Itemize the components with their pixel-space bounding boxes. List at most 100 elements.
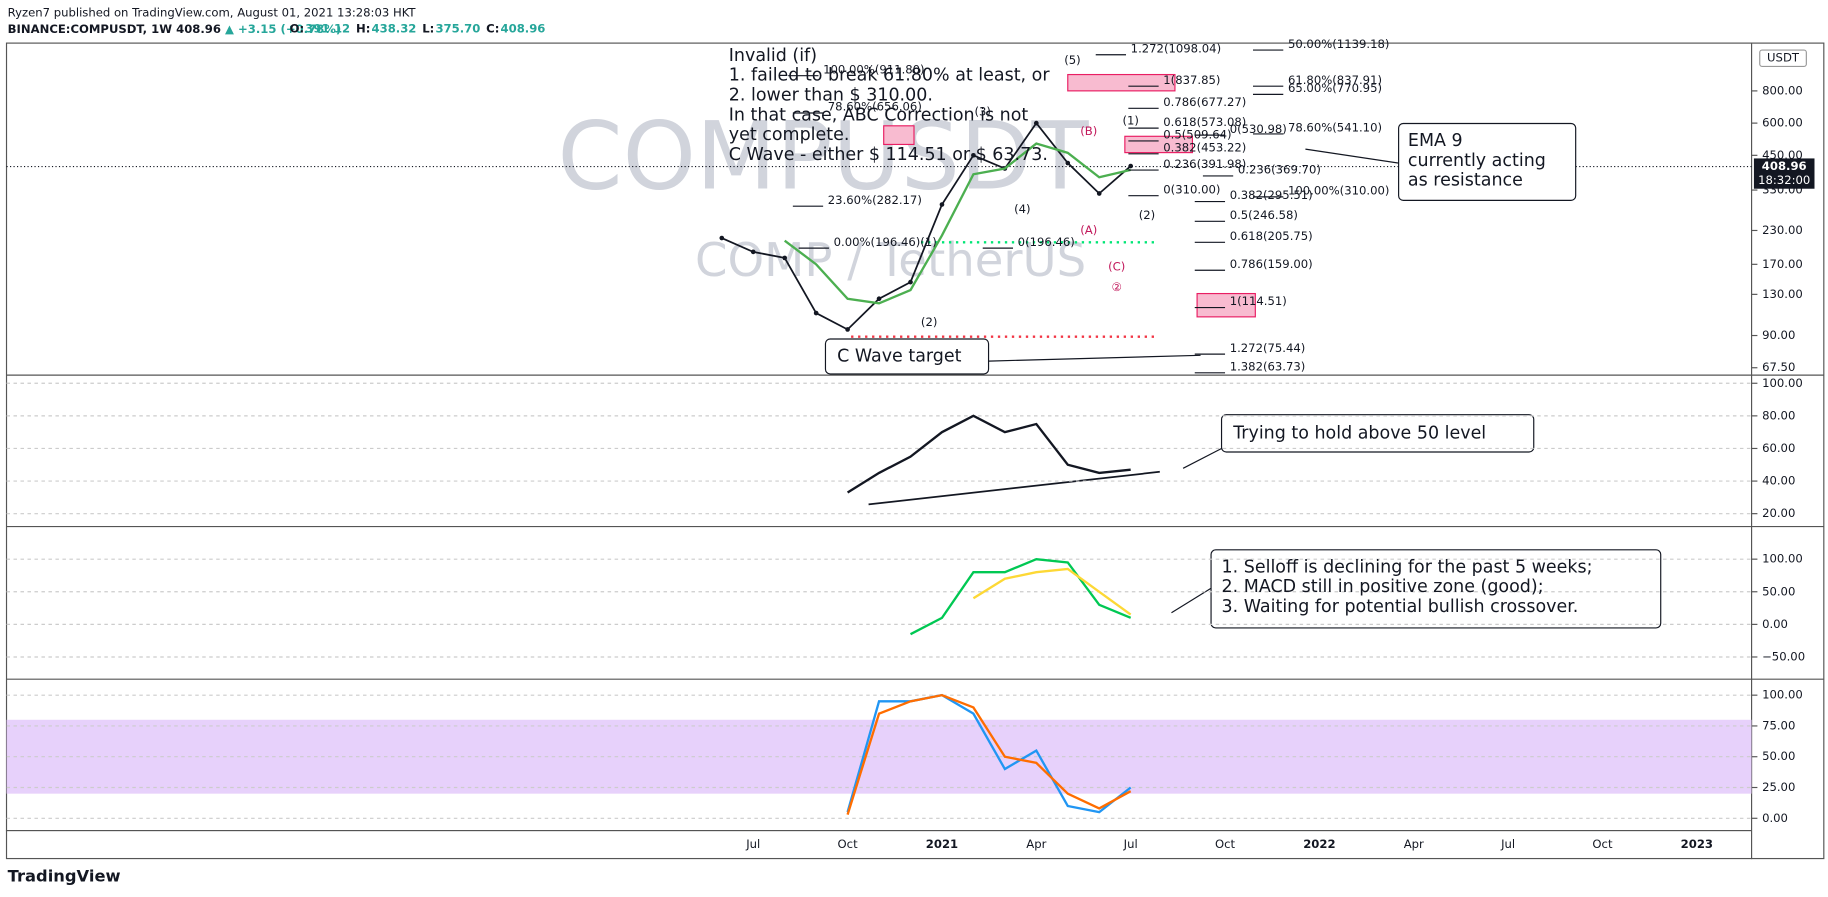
publisher: Ryzen7 published on TradingView.com, Aug… [8,5,417,19]
wave-label: (C) [1108,259,1125,273]
point [1128,163,1134,169]
fib-label: 0(310.00) [1163,182,1220,196]
ohlc-label: C: [486,22,499,36]
y-tick-label: 330.00 [1762,183,1803,197]
fib-label: 100.00%(911.80) [823,62,924,76]
fib-label: 0.618(573.08) [1163,115,1246,129]
y-tick-label: 450.00 [1762,148,1803,162]
y-tick-label: 100.00 [1762,552,1803,566]
callout [1220,414,1535,453]
note: C Wave target [837,346,962,366]
fib-label: 1.272(75.44) [1230,341,1306,355]
point [719,235,725,241]
point [1033,120,1039,126]
y-tick-label: 50.00 [1762,584,1795,598]
symbol-name: BINANCE:COMPUSDT, 1W [8,22,173,36]
x-tick-label: Oct [1592,837,1613,851]
fib-label: 0.382(295.51) [1230,188,1313,202]
wave-label: (1) [1122,114,1138,128]
note: 1. Selloff is declining for the past 5 w… [1222,557,1593,577]
y-tick-label: 75.00 [1762,718,1795,732]
note: 3. Waiting for potential bullish crossov… [1222,597,1579,617]
series-line [972,567,1132,616]
x-tick-label: Jul [1123,837,1138,851]
watermark: COMPUSDT [558,101,1090,210]
wave-label: (4) [1014,202,1030,216]
fib-label: 78.60%(656.06) [828,100,922,114]
x-tick-label: Apr [1026,837,1046,851]
ohlc-label: H: [356,22,370,36]
y-tick-label: 230.00 [1762,223,1803,237]
last: 408.96 [176,22,221,36]
fib-label: 23.60%(282.17) [828,193,922,207]
ohlc-label: O: [290,22,305,36]
zone [1067,73,1176,92]
note: Trying to hold above 50 level [1232,423,1486,443]
y-tick-label: 0.00 [1762,617,1788,631]
ohlc-value: 375.70 [435,22,480,36]
x-tick-label: 2023 [1681,837,1713,851]
x-tick-label: Jul [1500,837,1515,851]
wave-label: (3) [974,104,990,118]
fib-label: 50.00%(1139.18) [1288,37,1389,51]
fib-label: 0.5(246.58) [1230,208,1298,222]
x-tick-label: 2022 [1303,837,1335,851]
fib-label: 0.236(369.70) [1238,163,1321,177]
point [939,202,945,207]
fib-label: 1.382(63.73) [1230,359,1306,373]
note: currently acting [1408,151,1546,171]
wave-label: (2) [921,315,937,329]
callout-arrow [988,354,1201,362]
change: ▲ +3.15 (+0.78%) [225,22,341,36]
ohlc-value: 408.96 [501,22,546,36]
wave-label: (B) [1080,124,1097,138]
fib-label: 100.00%(310.00) [1288,184,1389,198]
x-tick-label: Oct [838,837,859,851]
y-tick-label: −50.00 [1762,649,1805,663]
series-line [846,693,1132,815]
y-tick-label: 50.00 [1762,749,1795,763]
footer: TradingView [8,867,121,886]
fib-label: 0(530.98) [1230,122,1287,136]
point [1065,160,1071,166]
series-line [846,693,1132,814]
wave-label: (2) [1139,208,1155,222]
note: yet complete. [729,125,850,145]
price-tag-price: 408.96 [1762,159,1807,173]
x-tick-label: Oct [1215,837,1236,851]
y-tick-label: 100.00 [1762,688,1803,702]
y-tick-label: 90.00 [1762,328,1795,342]
ohlc-value: 391.12 [305,22,350,36]
note: 1. failed to break 61.80% at least, or [729,66,1051,86]
y-tick-label: 25.00 [1762,780,1795,794]
point [782,255,788,261]
note: C Wave - either $ 114.51 or $ 63.73. [729,145,1048,165]
point [813,310,819,316]
y-tick-label: 20.00 [1762,506,1795,520]
y-tick-label: 800.00 [1762,83,1803,97]
wave-label: (A) [1080,223,1097,237]
price-tag-time: 18:32:00 [1758,173,1810,187]
x-tick-label: Apr [1404,837,1424,851]
time-axis [5,830,1753,860]
zone [1196,292,1256,318]
y-tick-label: 80.00 [1762,408,1795,422]
note: 2. MACD still in positive zone (good); [1222,577,1544,597]
note: EMA 9 [1408,131,1463,151]
y-tick-label: 40.00 [1762,474,1795,488]
fib-label: 0.786(159.00) [1230,257,1313,271]
wave-label: ② [1111,280,1121,294]
fib-label: 1(114.51) [1230,294,1287,308]
x-tick-label: 2021 [926,837,958,851]
callout [1398,122,1577,201]
fib-label: 0.236(391.98) [1163,157,1246,171]
fib-label: 0.00%(196.46)(1) [834,235,937,249]
callout-arrow [1182,447,1222,469]
currency: USDT [1767,51,1800,65]
callout-arrow [1171,587,1212,614]
fib-label: 1(837.85) [1163,73,1220,87]
zone [883,125,915,146]
series-line [783,142,1131,305]
